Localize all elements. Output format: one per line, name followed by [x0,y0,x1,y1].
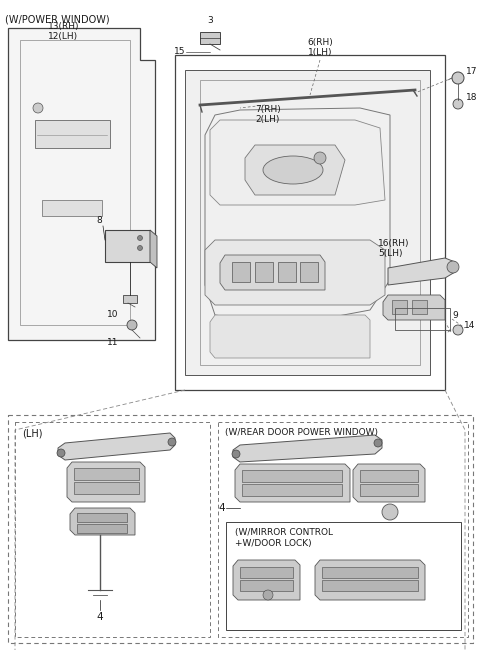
Polygon shape [205,240,385,305]
Polygon shape [70,508,135,535]
Circle shape [453,99,463,109]
Circle shape [57,449,65,457]
Bar [74,468,139,480]
Polygon shape [67,462,145,502]
Polygon shape [235,464,350,502]
Bar [255,262,273,282]
Polygon shape [245,145,345,195]
Text: 15: 15 [173,48,185,56]
Polygon shape [58,433,175,460]
Text: 7(RH)
2(LH): 7(RH) 2(LH) [255,105,281,124]
Text: 4: 4 [96,612,103,622]
Polygon shape [353,464,425,502]
Bar [360,470,418,482]
Polygon shape [210,120,385,205]
Polygon shape [233,560,300,600]
Bar [200,32,220,44]
Text: 3: 3 [207,16,213,25]
Bar [77,524,127,533]
Circle shape [137,235,143,241]
Text: 4: 4 [218,503,225,513]
Text: (W/REAR DOOR POWER WINDOW): (W/REAR DOOR POWER WINDOW) [225,428,378,437]
Polygon shape [315,560,425,600]
Bar [123,295,137,303]
Bar [74,482,139,494]
Bar [322,580,418,591]
Text: 6(RH)
1(LH): 6(RH) 1(LH) [307,38,333,58]
Polygon shape [383,295,445,320]
Polygon shape [42,200,102,216]
Bar [360,484,418,496]
Text: (W/POWER WINDOW): (W/POWER WINDOW) [5,14,109,24]
Text: (W/MIRROR CONTROL
+W/DOOR LOCK): (W/MIRROR CONTROL +W/DOOR LOCK) [235,528,333,548]
Bar [240,567,293,578]
Polygon shape [150,230,157,268]
Text: 14: 14 [464,320,475,330]
Text: 13(RH)
12(LH): 13(RH) 12(LH) [48,22,80,41]
Circle shape [33,103,43,113]
Bar [412,300,427,314]
Polygon shape [233,435,382,462]
Polygon shape [105,230,150,262]
Circle shape [452,72,464,84]
Text: 10: 10 [107,310,118,319]
Bar [77,513,127,522]
Circle shape [232,450,240,458]
Bar [240,580,293,591]
Circle shape [168,438,176,446]
Text: 16(RH)
5(LH): 16(RH) 5(LH) [378,239,409,258]
Polygon shape [185,70,430,375]
Text: 17: 17 [466,67,478,77]
Bar [242,484,342,496]
Text: 8: 8 [96,216,102,225]
Text: 9: 9 [452,311,458,320]
Circle shape [263,590,273,600]
Circle shape [453,325,463,335]
Circle shape [447,261,459,273]
Circle shape [374,439,382,447]
Polygon shape [388,258,455,285]
Bar [322,567,418,578]
Text: 11: 11 [107,338,118,347]
Polygon shape [8,28,155,340]
Ellipse shape [263,156,323,184]
Text: 18: 18 [466,94,478,103]
Bar [278,262,296,282]
Polygon shape [35,120,110,148]
Bar [232,262,250,282]
Polygon shape [210,315,370,358]
Circle shape [314,152,326,164]
Text: (LH): (LH) [22,428,43,438]
Circle shape [127,320,137,330]
Bar [242,470,342,482]
Circle shape [137,245,143,250]
Circle shape [382,504,398,520]
Bar [392,300,407,314]
Polygon shape [220,255,325,290]
Bar [300,262,318,282]
